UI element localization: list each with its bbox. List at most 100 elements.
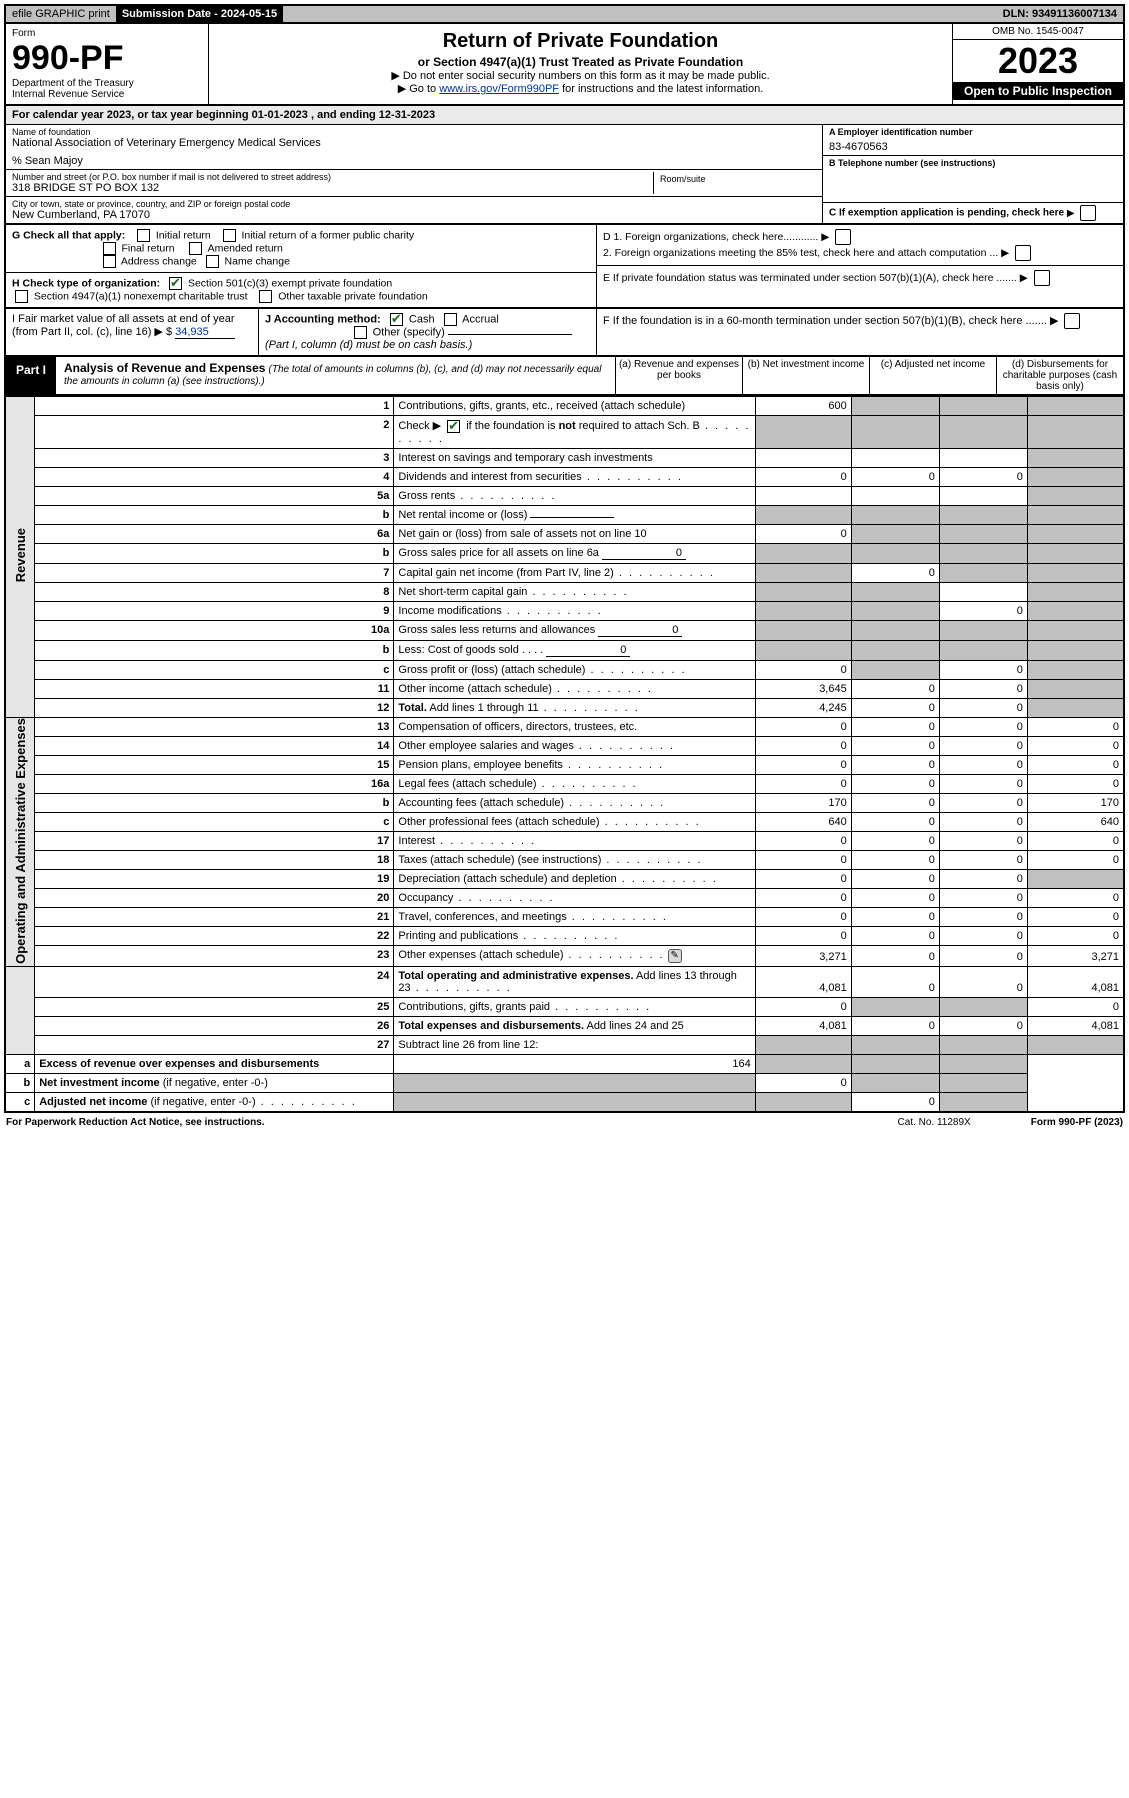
form-link[interactable]: www.irs.gov/Form990PF	[439, 83, 559, 95]
line-desc: Contributions, gifts, grants, etc., rece…	[394, 397, 755, 416]
line-desc: Total. Add lines 1 through 11	[394, 698, 755, 717]
line-num: 22	[35, 927, 394, 946]
h-o3: Other taxable private foundation	[278, 290, 427, 302]
line-num: b	[35, 543, 394, 563]
table-row: 5aGross rents	[5, 486, 1124, 505]
line-num: 9	[35, 601, 394, 620]
table-row: bLess: Cost of goods sold . . . . 0	[5, 640, 1124, 660]
ein-value: 83-4670563	[829, 141, 1117, 153]
part1-header: Part I Analysis of Revenue and Expenses …	[4, 357, 1125, 396]
line-num: c	[35, 812, 394, 831]
g-initial-return[interactable]	[137, 229, 150, 242]
j-cash[interactable]	[390, 313, 403, 326]
f-checkbox[interactable]	[1064, 313, 1080, 329]
j-label: J Accounting method:	[265, 313, 381, 325]
line-num: b	[35, 793, 394, 812]
j-accrual[interactable]	[444, 313, 457, 326]
attach-icon[interactable]: ✎	[668, 949, 682, 963]
line-desc: Other income (attach schedule)	[394, 679, 755, 698]
line-desc: Gross sales price for all assets on line…	[394, 543, 755, 563]
g-amended[interactable]	[189, 242, 202, 255]
table-row: 23Other expenses (attach schedule) ✎3,27…	[5, 946, 1124, 967]
line-num: 16a	[35, 774, 394, 793]
header-note-1: ▶ Do not enter social security numbers o…	[215, 69, 946, 82]
line-num: b	[35, 640, 394, 660]
table-row: bGross sales price for all assets on lin…	[5, 543, 1124, 563]
h-o1: Section 501(c)(3) exempt private foundat…	[188, 277, 392, 289]
city-state-zip: New Cumberland, PA 17070	[12, 209, 816, 221]
line-desc: Contributions, gifts, grants paid	[394, 998, 755, 1017]
table-row: bNet rental income or (loss)	[5, 505, 1124, 524]
line-num: 27	[35, 1036, 394, 1055]
g-address-change[interactable]	[103, 255, 116, 268]
form-title: Return of Private Foundation	[215, 30, 946, 53]
line-desc: Net gain or (loss) from sale of assets n…	[394, 524, 755, 543]
col-b-head: (b) Net investment income	[742, 357, 869, 394]
line-desc: Net investment income (if negative, ente…	[35, 1074, 394, 1093]
table-row: 22Printing and publications0000	[5, 927, 1124, 946]
table-row: 19Depreciation (attach schedule) and dep…	[5, 870, 1124, 889]
tax-year: 2023	[953, 40, 1123, 82]
line-num: 4	[35, 467, 394, 486]
g-final-return[interactable]	[103, 242, 116, 255]
entity-info: Name of foundation National Association …	[4, 125, 1125, 225]
h-501c3[interactable]	[169, 277, 182, 290]
g-initial-former[interactable]	[223, 229, 236, 242]
line-num: 24	[35, 967, 394, 998]
d1-checkbox[interactable]	[835, 229, 851, 245]
line-desc: Occupancy	[394, 889, 755, 908]
line-desc: Depreciation (attach schedule) and deple…	[394, 870, 755, 889]
line-num: 7	[35, 563, 394, 582]
d2-checkbox[interactable]	[1015, 245, 1031, 261]
form-number: 990-PF	[12, 39, 202, 78]
h-other-taxable[interactable]	[259, 290, 272, 303]
line-desc: Total expenses and disbursements. Add li…	[394, 1017, 755, 1036]
d2-label: 2. Foreign organizations meeting the 85%…	[603, 247, 998, 259]
blank-side	[5, 967, 35, 1055]
table-row: 17Interest0000	[5, 831, 1124, 850]
j-o3: Other (specify)	[373, 326, 445, 338]
line-desc: Legal fees (attach schedule)	[394, 774, 755, 793]
col-c-head: (c) Adjusted net income	[869, 357, 996, 394]
line-desc: Compensation of officers, directors, tru…	[394, 717, 755, 736]
schb-checkbox[interactable]	[447, 420, 460, 433]
line-desc: Interest on savings and temporary cash i…	[394, 448, 755, 467]
table-row: 8Net short-term capital gain	[5, 582, 1124, 601]
omb-number: OMB No. 1545-0047	[953, 24, 1123, 40]
table-row: 11Other income (attach schedule)3,64500	[5, 679, 1124, 698]
e-label: E If private foundation status was termi…	[603, 272, 1017, 284]
addr-label: Number and street (or P.O. box number if…	[12, 172, 653, 182]
j-other[interactable]	[354, 326, 367, 339]
form-header: Form 990-PF Department of the Treasury I…	[4, 24, 1125, 106]
line-num: 19	[35, 870, 394, 889]
line-desc: Less: Cost of goods sold . . . . 0	[394, 640, 755, 660]
line-desc: Subtract line 26 from line 12:	[394, 1036, 755, 1055]
line-desc: Gross rents	[394, 486, 755, 505]
table-row: 25Contributions, gifts, grants paid00	[5, 998, 1124, 1017]
line-desc: Income modifications	[394, 601, 755, 620]
note2-pre: ▶ Go to	[398, 83, 439, 95]
j-o2: Accrual	[462, 313, 499, 325]
line-desc: Interest	[394, 831, 755, 850]
c-checkbox[interactable]	[1080, 205, 1096, 221]
note2-post: for instructions and the latest informat…	[559, 83, 763, 95]
line-num: 26	[35, 1017, 394, 1036]
part1-table: Revenue1Contributions, gifts, grants, et…	[4, 396, 1125, 1113]
table-row: cOther professional fees (attach schedul…	[5, 812, 1124, 831]
c-label: C If exemption application is pending, c…	[829, 208, 1064, 219]
line-num: 1	[35, 397, 394, 416]
check-section: G Check all that apply: Initial return I…	[4, 225, 1125, 309]
street-address: 318 BRIDGE ST PO BOX 132	[12, 182, 653, 194]
city-label: City or town, state or province, country…	[12, 199, 816, 209]
g-o5: Address change	[121, 255, 197, 267]
h-4947[interactable]	[15, 290, 28, 303]
table-row: 26Total expenses and disbursements. Add …	[5, 1017, 1124, 1036]
line-num: 17	[35, 831, 394, 850]
e-checkbox[interactable]	[1034, 270, 1050, 286]
line-desc: Accounting fees (attach schedule)	[394, 793, 755, 812]
dept-1: Department of the Treasury	[12, 78, 202, 89]
g-name-change[interactable]	[206, 255, 219, 268]
name-label: Name of foundation	[12, 127, 816, 137]
dln: DLN: 93491136007134	[997, 6, 1123, 22]
footer-center: Cat. No. 11289X	[898, 1117, 971, 1128]
